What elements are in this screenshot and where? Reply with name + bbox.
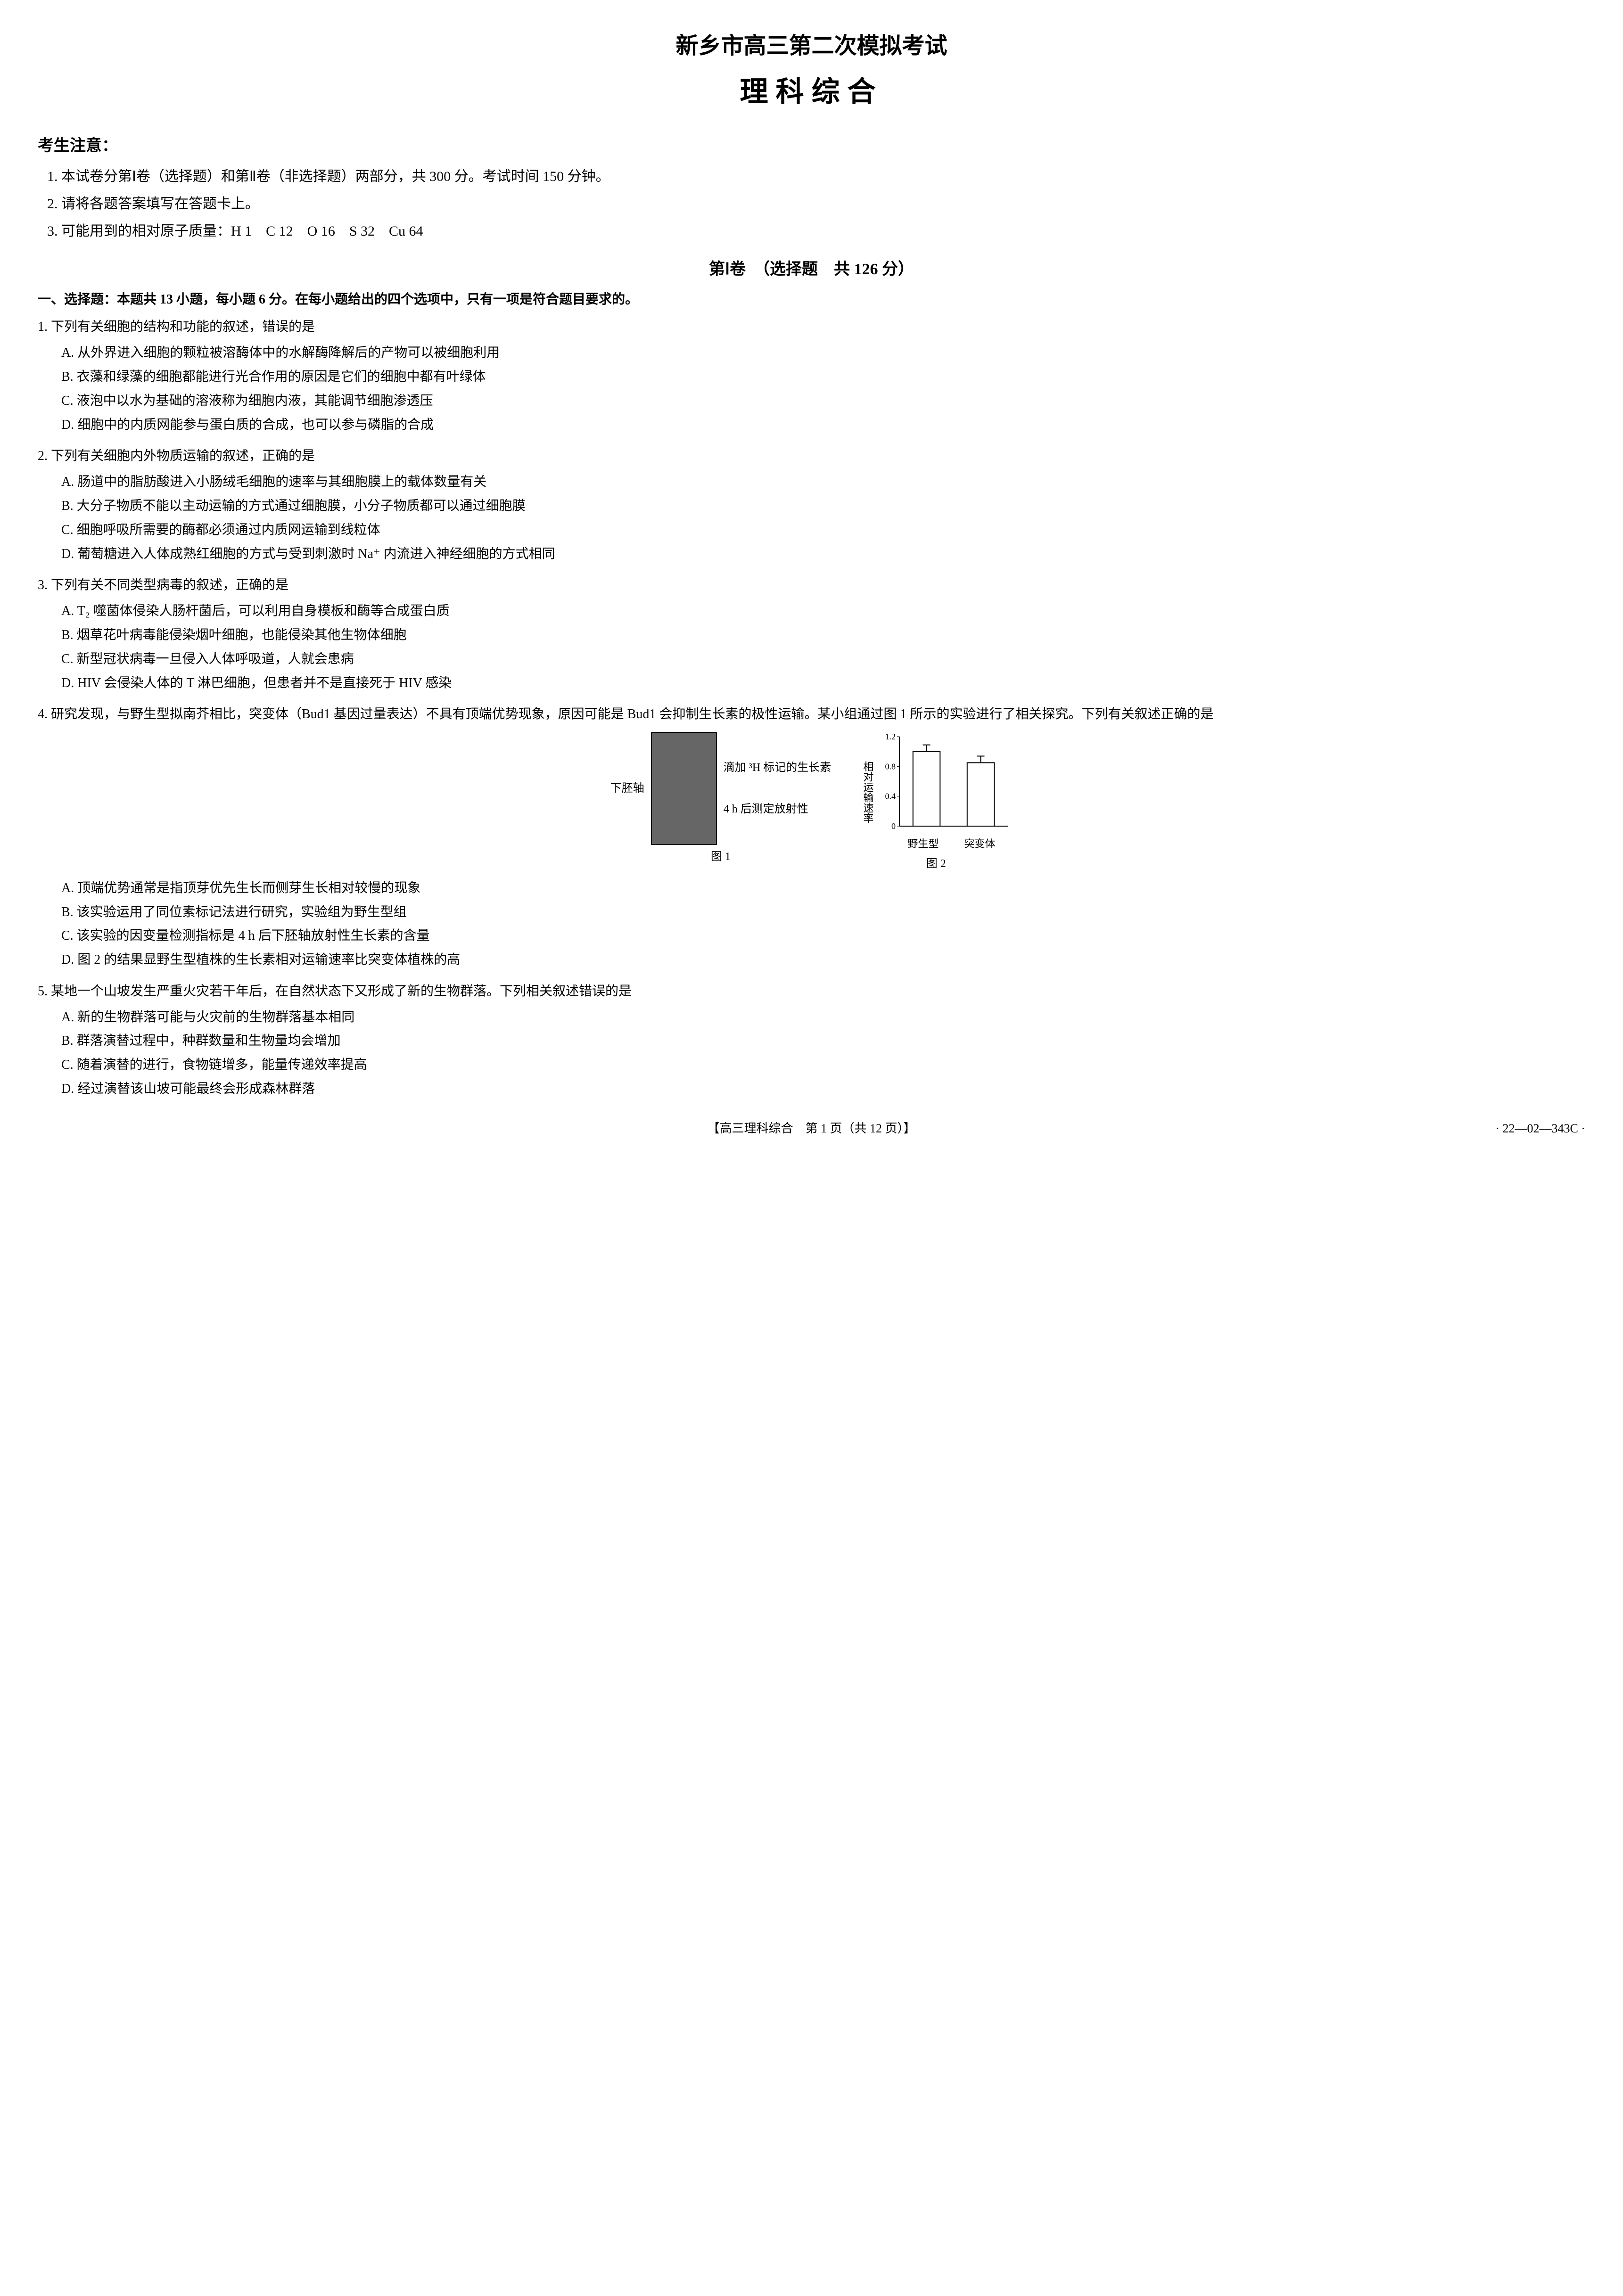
q1-opt-b: B. 衣藻和绿藻的细胞都能进行光合作用的原因是它们的细胞中都有叶绿体 [61, 367, 1585, 388]
q2-opt-c: C. 细胞呼吸所需要的酶都必须通过内质网运输到线粒体 [61, 520, 1585, 541]
fig2-cat-1: 野生型 [907, 836, 939, 852]
fig1-right-label-2: 4 h 后测定放射性 [724, 800, 832, 818]
q4-stem: 4. 研究发现，与野生型拟南芥相比，突变体（Bud1 基因过量表达）不具有顶端优… [38, 704, 1585, 725]
fig1-image [651, 732, 717, 845]
svg-text:1.2: 1.2 [885, 732, 896, 741]
figure-1: 下胚轴 滴加 ³H 标记的生长素 4 h 后测定放射性 图 1 [610, 732, 832, 866]
q2-opt-a: A. 肠道中的脂肪酸进入小肠绒毛细胞的速率与其细胞膜上的载体数量有关 [61, 472, 1585, 493]
notice-item: 2. 请将各题答案填写在答题卡上。 [47, 193, 1585, 215]
question-1: 1. 下列有关细胞的结构和功能的叙述，错误的是 A. 从外界进入细胞的颗粒被溶酶… [38, 317, 1585, 435]
q4-opt-b: B. 该实验运用了同位素标记法进行研究，实验组为野生型组 [61, 902, 1585, 923]
q3-opt-d: D. HIV 会侵染人体的 T 淋巴细胞，但患者并不是直接死于 HIV 感染 [61, 673, 1585, 694]
q5-stem: 5. 某地一个山坡发生严重火灾若干年后，在自然状态下又形成了新的生物群落。下列相… [38, 981, 1585, 1002]
q4-figures: 下胚轴 滴加 ³H 标记的生长素 4 h 后测定放射性 图 1 相对运输速率 0… [38, 732, 1585, 873]
notice-header: 考生注意： [38, 133, 1585, 159]
q3-opt-b: B. 烟草花叶病毒能侵染烟叶细胞，也能侵染其他生物体细胞 [61, 625, 1585, 646]
title-sub: 理科综合 [38, 69, 1585, 115]
q1-opt-d: D. 细胞中的内质网能参与蛋白质的合成，也可以参与磷脂的合成 [61, 415, 1585, 436]
q5-opt-c: C. 随着演替的进行，食物链增多，能量传递效率提高 [61, 1055, 1585, 1076]
fig2-caption: 图 2 [926, 855, 946, 873]
q3-opt-a: A. T₂ 噬菌体侵染人肠杆菌后，可以利用自身模板和酶等合成蛋白质 [61, 601, 1585, 622]
q4-opt-d: D. 图 2 的结果显野生型植株的生长素相对运输速率比突变体植株的高 [61, 950, 1585, 971]
svg-text:0: 0 [891, 821, 896, 831]
q5-opt-d: D. 经过演替该山坡可能最终会形成森林群落 [61, 1079, 1585, 1100]
fig2-cat-2: 突变体 [964, 836, 995, 852]
footer-pageinfo: 【高三理科综合 第 1 页（共 12 页）】 [707, 1122, 915, 1135]
svg-text:0.8: 0.8 [885, 762, 896, 771]
fig2-chart-svg: 0 0.4 0.8 1.2 [881, 732, 1013, 836]
section-title: 第Ⅰ卷 （选择题 共 126 分） [38, 257, 1585, 282]
question-2: 2. 下列有关细胞内外物质运输的叙述，正确的是 A. 肠道中的脂肪酸进入小肠绒毛… [38, 446, 1585, 565]
figure-2: 相对运输速率 0 0.4 0.8 1.2 野生型 突变体 图 2 [859, 732, 1013, 873]
fig1-left-label: 下胚轴 [610, 779, 644, 797]
q1-stem: 1. 下列有关细胞的结构和功能的叙述，错误的是 [38, 317, 1585, 338]
q2-stem: 2. 下列有关细胞内外物质运输的叙述，正确的是 [38, 446, 1585, 467]
section-instruction: 一、选择题：本题共 13 小题，每小题 6 分。在每小题给出的四个选项中，只有一… [38, 289, 1585, 311]
q3-stem: 3. 下列有关不同类型病毒的叙述，正确的是 [38, 575, 1585, 596]
footer: 【高三理科综合 第 1 页（共 12 页）】 · 22—02—343C · [38, 1119, 1585, 1139]
svg-text:0.4: 0.4 [885, 792, 896, 801]
title-main: 新乡市高三第二次模拟考试 [38, 28, 1585, 65]
q1-opt-c: C. 液泡中以水为基础的溶液称为细胞内液，其能调节细胞渗透压 [61, 391, 1585, 412]
notice-item: 1. 本试卷分第Ⅰ卷（选择题）和第Ⅱ卷（非选择题）两部分，共 300 分。考试时… [47, 165, 1585, 188]
q2-opt-b: B. 大分子物质不能以主动运输的方式通过细胞膜，小分子物质都可以通过细胞膜 [61, 496, 1585, 517]
question-4: 4. 研究发现，与野生型拟南芥相比，突变体（Bud1 基因过量表达）不具有顶端优… [38, 704, 1585, 971]
notice-item: 3. 可能用到的相对原子质量：H 1 C 12 O 16 S 32 Cu 64 [47, 220, 1585, 243]
question-5: 5. 某地一个山坡发生严重火灾若干年后，在自然状态下又形成了新的生物群落。下列相… [38, 981, 1585, 1100]
fig1-right-label-1: 滴加 ³H 标记的生长素 [724, 759, 832, 777]
question-3: 3. 下列有关不同类型病毒的叙述，正确的是 A. T₂ 噬菌体侵染人肠杆菌后，可… [38, 575, 1585, 694]
footer-code: · 22—02—343C · [1495, 1119, 1585, 1139]
fig2-ylabel: 相对运输速率 [859, 761, 876, 823]
q5-opt-b: B. 群落演替过程中，种群数量和生物量均会增加 [61, 1031, 1585, 1052]
q4-opt-a: A. 顶端优势通常是指顶芽优先生长而侧芽生长相对较慢的现象 [61, 878, 1585, 899]
q4-opt-c: C. 该实验的因变量检测指标是 4 h 后下胚轴放射性生长素的含量 [61, 926, 1585, 947]
q1-opt-a: A. 从外界进入细胞的颗粒被溶酶体中的水解酶降解后的产物可以被细胞利用 [61, 343, 1585, 364]
q2-opt-d: D. 葡萄糖进入人体成熟红细胞的方式与受到刺激时 Na⁺ 内流进入神经细胞的方式… [61, 544, 1585, 565]
q3-opt-c: C. 新型冠状病毒一旦侵入人体呼吸道，人就会患病 [61, 649, 1585, 670]
fig1-caption: 图 1 [711, 848, 731, 866]
q5-opt-a: A. 新的生物群落可能与火灾前的生物群落基本相同 [61, 1007, 1585, 1028]
